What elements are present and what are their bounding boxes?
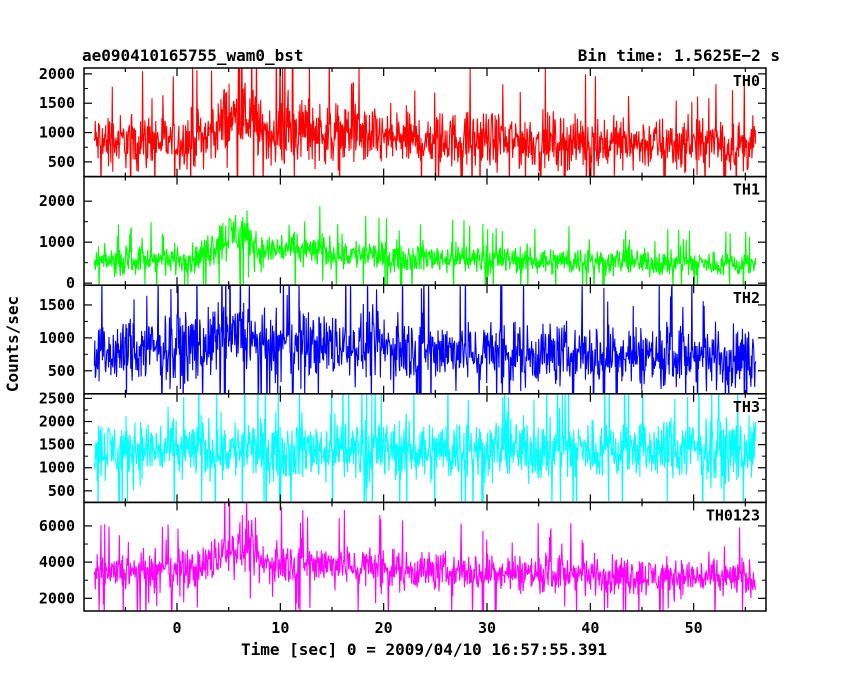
panel-frame: [83, 501, 767, 612]
x-tick-label: 0: [172, 619, 181, 637]
y-tick-label: 1000: [39, 459, 75, 477]
y-tick-label: 2000: [39, 192, 75, 210]
chart-title-right: Bin time: 1.5625E−2 s: [578, 46, 780, 65]
y-tick-label: 1000: [39, 124, 75, 142]
series-th0-line: [93, 68, 757, 177]
y-tick-label: 4000: [39, 553, 75, 571]
x-tick-label: 20: [375, 619, 393, 637]
y-tick-label: 2500: [39, 389, 75, 407]
x-tick-label: 40: [581, 619, 599, 637]
series-th1-line: [93, 206, 757, 286]
y-tick-label: 1000: [39, 329, 75, 347]
panel-label: TH3: [733, 398, 760, 416]
x-tick-label: 10: [271, 619, 289, 637]
y-axis-label: Counts/sec: [3, 296, 22, 392]
panel-th0123: 2000 4000 6000 TH0123: [39, 501, 767, 612]
y-tick-label: 1500: [39, 436, 75, 454]
x-tick-label: 50: [685, 619, 703, 637]
y-tick-label: 1000: [39, 233, 75, 251]
panel-th3: 500 1000 1500 2000 2500 TH3: [39, 389, 767, 504]
x-tick-label: 30: [478, 619, 496, 637]
y-tick-label: 2000: [39, 589, 75, 607]
panel-th0: 500 1000 1500 2000 TH0: [39, 65, 767, 178]
panel-label: TH0: [733, 72, 760, 90]
y-tick-label: 500: [48, 482, 75, 500]
y-tick-label: 1500: [39, 296, 75, 314]
y-tick-label: 6000: [39, 517, 75, 535]
y-tick-label: 0: [66, 274, 75, 292]
y-tick-label: 500: [48, 153, 75, 171]
series-th3-line: [93, 393, 757, 503]
x-axis-label: Time [sec] 0 = 2009/04/10 16:57:55.391: [241, 640, 607, 659]
x-tick-labels: 0 10 20 30 40 50: [172, 619, 702, 637]
panel-label: TH0123: [706, 506, 760, 524]
y-tick-label: 2000: [39, 65, 75, 83]
series-th2-line: [93, 285, 757, 394]
y-tick-label: 1500: [39, 94, 75, 112]
panel-th1: 0 1000 2000 TH1: [39, 175, 767, 292]
panel-label: TH2: [733, 289, 760, 307]
y-tick-label: 500: [48, 362, 75, 380]
chart-title-left: ae090410165755_wam0_bst: [82, 46, 304, 65]
series-th0123-line: [93, 502, 757, 611]
y-tick-label: 2000: [39, 413, 75, 431]
panel-label: TH1: [733, 181, 760, 199]
